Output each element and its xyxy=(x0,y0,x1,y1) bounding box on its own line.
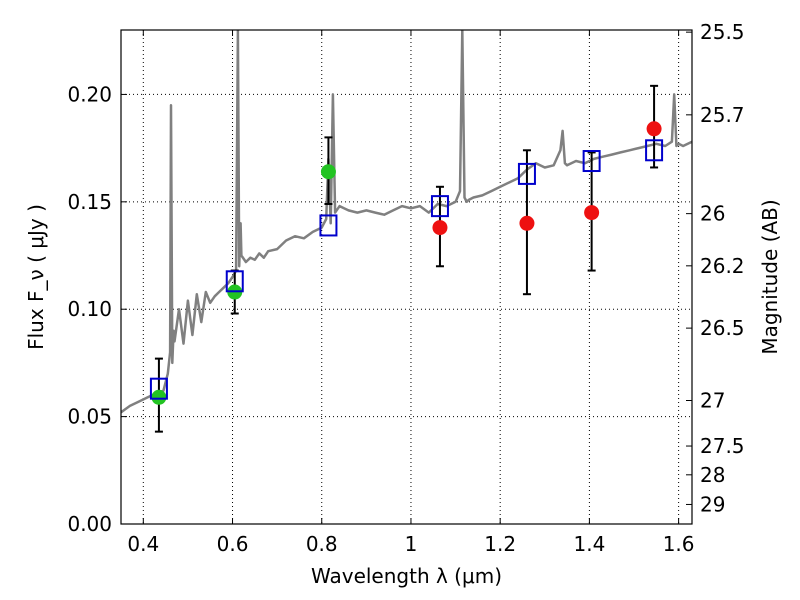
x-axis-label: Wavelength λ (μm) xyxy=(311,564,502,588)
spectrum-line xyxy=(121,30,692,414)
detection-point xyxy=(320,164,336,180)
right-tick-label: 28 xyxy=(700,463,725,487)
right-tick-label: 26.2 xyxy=(700,254,745,278)
red-data-point xyxy=(519,215,535,231)
red-data-point xyxy=(432,220,448,236)
y-tick-label: 0.10 xyxy=(67,297,112,321)
model-photometry-points xyxy=(149,139,664,400)
y-tick-label: 0.05 xyxy=(67,405,112,429)
x-tick-label: 1 xyxy=(405,532,418,556)
right-axis-label: Magnitude (AB) xyxy=(758,199,782,354)
model-spectrum xyxy=(121,30,692,414)
model-photometry-square xyxy=(430,195,449,218)
detection-point xyxy=(151,389,167,405)
model-photometry-square xyxy=(225,270,244,293)
plot-frame xyxy=(120,29,693,525)
model-photometry-square xyxy=(582,150,601,173)
x-axis-ticks: 0.4 0.6 0.8 1 1.2 1.4 1.6 xyxy=(127,30,695,556)
y-axis-ticks: 0.00 0.05 0.10 0.15 0.20 xyxy=(67,82,127,536)
y-tick-label: 0.20 xyxy=(67,82,112,106)
red-data-point xyxy=(646,121,662,137)
x-tick-label: 0.8 xyxy=(306,532,338,556)
right-tick-label: 27.5 xyxy=(700,434,745,458)
right-tick-label: 26.5 xyxy=(700,316,745,340)
y-tick-label: 0.15 xyxy=(67,190,112,214)
red-data-point xyxy=(584,205,600,221)
grid-lines xyxy=(121,30,692,525)
error-bars xyxy=(154,84,659,433)
y-axis-label: Flux F_ν ( μJy ) xyxy=(24,204,48,350)
x-tick-label: 1.2 xyxy=(484,532,516,556)
model-photometry-square xyxy=(149,377,168,400)
x-tick-label: 0.4 xyxy=(127,532,159,556)
model-photometry-square xyxy=(645,139,664,162)
right-tick-label: 25.7 xyxy=(700,103,745,127)
right-tick-label: 25.5 xyxy=(700,20,745,44)
right-tick-label: 29 xyxy=(700,492,725,516)
x-tick-label: 1.6 xyxy=(663,532,695,556)
y-tick-label: 0.00 xyxy=(67,512,112,536)
x-tick-label: 0.6 xyxy=(217,532,249,556)
model-photometry-square xyxy=(319,214,338,237)
right-tick-label: 26 xyxy=(700,202,725,226)
model-photometry-square xyxy=(517,162,536,185)
right-axis-ticks: 25.5 25.7 26 26.2 26.5 27 27.5 28 29 xyxy=(686,20,745,516)
x-tick-label: 1.4 xyxy=(573,532,605,556)
right-tick-label: 27 xyxy=(700,389,725,413)
